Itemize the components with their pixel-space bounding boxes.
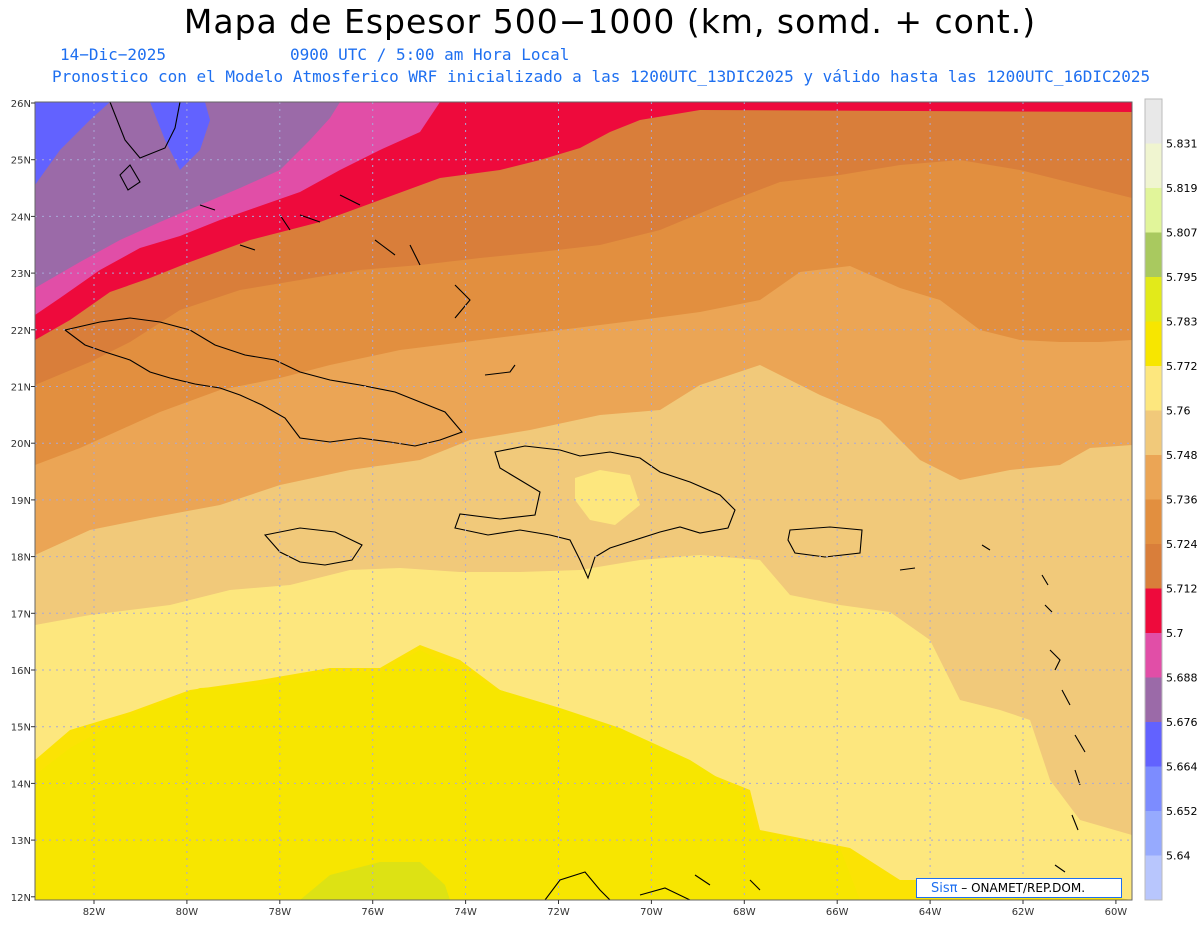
graticule (35, 102, 1132, 900)
colorbar-swatch (1145, 188, 1162, 233)
forecast-date: 14−Dic−2025 (60, 45, 166, 64)
lon-label: 64W (919, 907, 942, 918)
colorbar-swatch (1145, 143, 1162, 189)
thickness-fields (35, 102, 1132, 900)
lat-label: 15N (11, 723, 31, 734)
puerto-rico-coast (787, 526, 863, 558)
colorbar-swatch (1145, 366, 1162, 411)
lat-label: 18N (11, 553, 31, 564)
colorbar-label: 5.748 (1166, 449, 1198, 462)
colorbar-label: 5.831 (1166, 138, 1198, 151)
map-frame (34, 101, 1133, 901)
longitude-labels: 82W 80W 78W 76W 74W 72W 70W 68W 66W 64W 62W 60W (83, 900, 1128, 918)
colorbar-swatch (1145, 277, 1162, 322)
credit-box: Sisπ – ONAMET/REP.DOM. (916, 878, 1122, 898)
colorbar-swatch (1145, 99, 1162, 144)
colorbar-swatch (1145, 633, 1162, 678)
colorbar-swatch (1145, 855, 1162, 901)
colorbar-swatch (1145, 455, 1162, 500)
lat-label: 16N (11, 666, 31, 677)
lon-label: 60W (1105, 907, 1128, 918)
florida-coast (109, 102, 181, 159)
colorbar-label: 5.76 (1166, 405, 1191, 418)
lon-label: 72W (547, 907, 570, 918)
colorbar-label: 5.736 (1166, 494, 1198, 507)
colorbar-swatch (1145, 232, 1162, 278)
colorbar-label: 5.712 (1166, 583, 1198, 596)
colorbar-label: 5.664 (1166, 761, 1198, 774)
colorbar-label: 5.783 (1166, 316, 1198, 329)
colorbar-label: 5.676 (1166, 716, 1198, 729)
lon-label: 80W (176, 907, 199, 918)
lat-label: 12N (11, 893, 31, 904)
south-america-coast (544, 871, 761, 900)
lat-label: 19N (11, 496, 31, 507)
colorbar-swatch (1145, 588, 1162, 634)
fill-5.664-b (150, 102, 210, 170)
fill-5.772 (35, 650, 860, 900)
model-info: Pronostico con el Modelo Atmosferico WRF… (52, 67, 1151, 86)
lat-label: 13N (11, 836, 31, 847)
lon-label: 76W (361, 907, 384, 918)
colorbar-swatch (1145, 722, 1162, 767)
colorbar-label: 5.772 (1166, 360, 1198, 373)
lat-label: 21N (11, 383, 31, 394)
latitude-labels: 26N 25N 24N 23N 22N 21N 20N 19N 18N 17N 16N 15N 14N 1… (11, 99, 35, 904)
lat-label: 25N (11, 156, 31, 167)
lat-label: 24N (11, 212, 31, 223)
colorbar: 5.831 5.819 5.807 5.795 5.783 5.772 5.76 5.748 5… (1144, 98, 1198, 901)
colorbar-label: 5.7 (1166, 627, 1184, 640)
lon-label: 82W (83, 907, 106, 918)
bahamas-cays (199, 194, 516, 376)
coastlines (63, 102, 1086, 900)
colorbar-label: 5.652 (1166, 805, 1198, 818)
credit-text: – ONAMET/REP.DOM. (961, 881, 1086, 895)
lat-label: 17N (11, 609, 31, 620)
lon-label: 78W (268, 907, 291, 918)
fill-5.676 (35, 102, 340, 288)
lat-label: 20N (11, 439, 31, 450)
lon-label: 62W (1012, 907, 1035, 918)
map-title: Mapa de Espesor 500−1000 (km, somd. + co… (183, 2, 1037, 41)
colorbar-swatch (1145, 321, 1162, 367)
lon-label: 74W (454, 907, 477, 918)
lat-label: 23N (11, 269, 31, 280)
colorbar-label: 5.64 (1166, 850, 1191, 863)
fill-5.760-island (575, 470, 640, 525)
forecast-time: 0900 UTC / 5:00 am Hora Local (290, 45, 570, 64)
lat-label: 14N (11, 779, 31, 790)
colorbar-label: 5.724 (1166, 538, 1198, 551)
sispi-logo: Sisπ (931, 881, 958, 896)
jamaica-coast (263, 527, 363, 566)
lon-label: 70W (640, 907, 663, 918)
hispaniola-coast (454, 445, 736, 580)
colorbar-swatch (1145, 811, 1162, 856)
lon-label: 68W (733, 907, 756, 918)
colorbar-label: 5.807 (1166, 227, 1198, 240)
colorbar-frame (1144, 98, 1163, 901)
fill-5.664 (35, 102, 110, 185)
colorbar-label: 5.688 (1166, 672, 1198, 685)
colorbar-swatch (1145, 677, 1162, 723)
lesser-antilles (899, 544, 1086, 873)
lon-label: 66W (826, 907, 849, 918)
colorbar-label: 5.819 (1166, 182, 1198, 195)
fill-5.783 (300, 862, 450, 900)
lat-label: 26N (11, 99, 31, 110)
lat-label: 22N (11, 326, 31, 337)
colorbar-swatch (1145, 766, 1162, 812)
colorbar-swatch (1145, 410, 1162, 456)
colorbar-swatch (1145, 499, 1162, 545)
colorbar-swatch (1145, 544, 1162, 589)
colorbar-label: 5.795 (1166, 271, 1198, 284)
bahamas-andros (119, 164, 141, 191)
